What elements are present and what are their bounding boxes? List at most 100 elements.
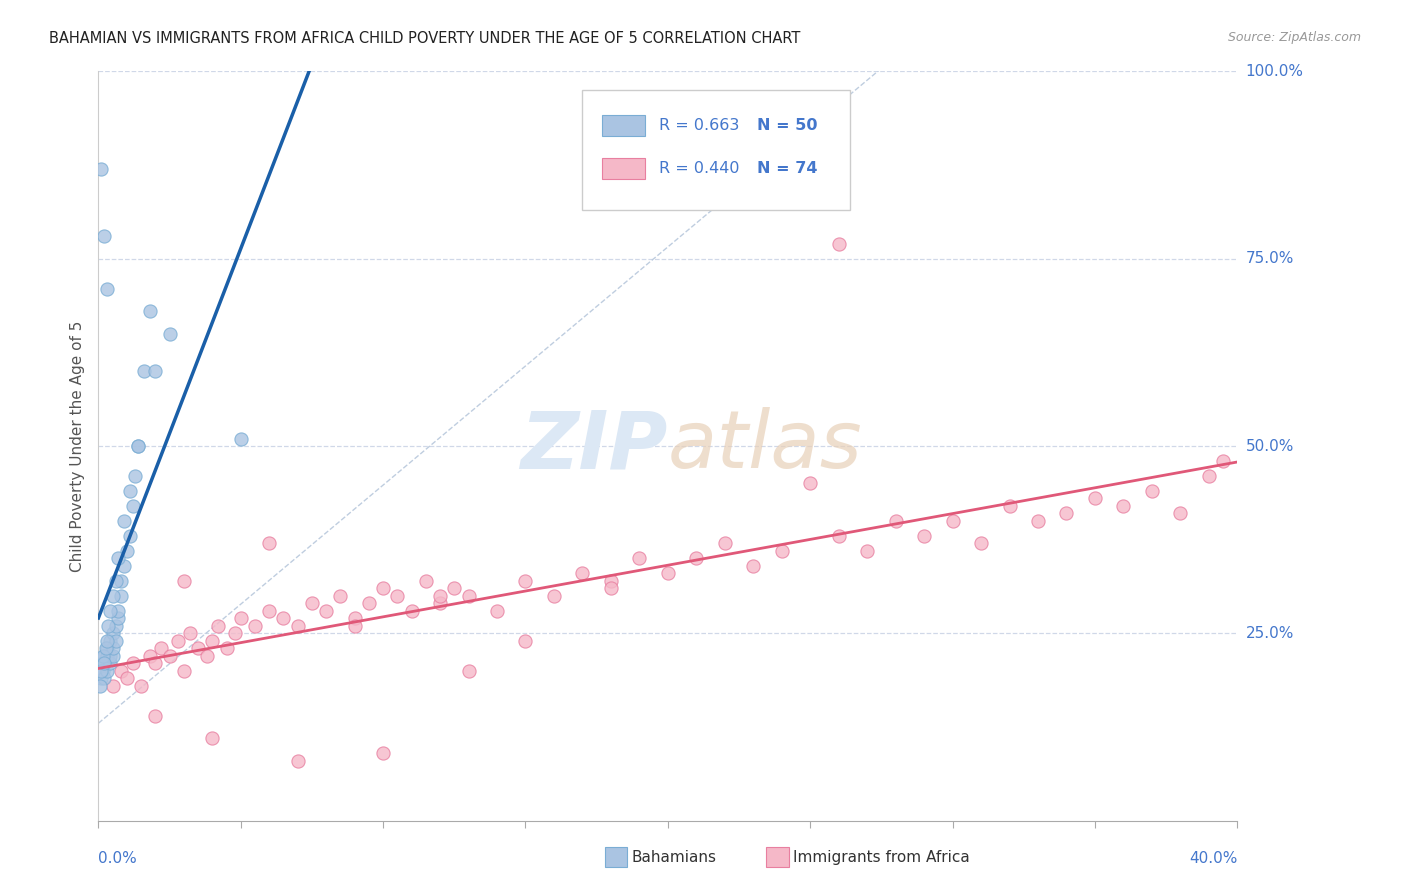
Point [98,657,121,671]
Point [91,664,114,678]
Text: ZIP: ZIP [520,407,668,485]
Point [179,626,201,640]
Point [93,671,115,685]
Point [799,476,821,491]
Point [714,536,737,550]
Point [121,499,143,513]
Point [828,236,851,251]
Point [167,633,190,648]
Point [93,657,115,671]
Point [273,611,295,625]
Point [127,439,149,453]
Text: 25.0%: 25.0% [1246,626,1294,640]
Point [115,671,138,685]
Point [132,364,155,378]
Point [110,589,132,603]
Point [93,229,115,244]
Point [884,514,907,528]
Point [118,529,141,543]
Point [1084,491,1107,506]
Point [357,596,380,610]
Point [343,611,366,625]
Point [145,364,167,378]
Point [90,161,112,176]
Point [118,483,141,498]
Point [98,633,121,648]
Point [259,604,281,618]
Point [112,514,135,528]
Point [457,589,479,603]
Point [159,648,181,663]
Point [90,657,112,671]
Point [90,671,112,685]
Point [457,664,479,678]
Point [259,536,281,550]
Point [96,664,118,678]
Point [1212,454,1234,468]
Point [600,582,623,596]
Point [138,648,160,663]
Point [415,574,437,588]
Point [486,604,509,618]
Text: Source: ZipAtlas.com: Source: ZipAtlas.com [1227,31,1361,45]
Point [912,529,935,543]
Point [287,754,309,768]
Point [443,582,465,596]
Point [998,499,1021,513]
Text: N = 74: N = 74 [756,161,817,177]
Point [1140,483,1163,498]
Point [600,574,623,588]
Point [90,664,112,678]
Point [301,596,323,610]
Text: 100.0%: 100.0% [1246,64,1303,78]
Point [101,679,124,693]
Point [107,551,129,566]
Text: 50.0%: 50.0% [1246,439,1294,453]
Point [515,574,537,588]
Point [91,648,114,663]
Text: Immigrants from Africa: Immigrants from Africa [793,850,970,864]
Point [329,589,352,603]
Point [387,589,409,603]
Point [215,641,238,656]
Point [1198,469,1220,483]
Point [121,657,143,671]
Point [195,648,218,663]
Point [224,626,246,640]
Text: R = 0.663: R = 0.663 [659,118,740,133]
Text: Bahamians: Bahamians [631,850,716,864]
Point [96,633,118,648]
Text: 75.0%: 75.0% [1246,252,1294,266]
Point [96,641,118,656]
Point [373,746,395,760]
Point [429,589,451,603]
Point [343,619,366,633]
Point [1170,507,1192,521]
Point [201,731,224,746]
Point [207,619,229,633]
Point [98,648,121,663]
Bar [602,115,645,136]
Point [159,326,181,341]
Point [115,544,138,558]
Point [429,596,451,610]
Text: R = 0.440: R = 0.440 [659,161,740,177]
Point [315,604,337,618]
Point [571,566,593,581]
Point [515,633,537,648]
Point [101,626,124,640]
Point [373,582,395,596]
Point [110,574,132,588]
Point [104,574,127,588]
Point [856,544,879,558]
Y-axis label: Child Poverty Under the Age of 5: Child Poverty Under the Age of 5 [69,320,84,572]
Point [401,604,423,618]
Point [742,558,765,573]
Point [112,558,135,573]
Point [89,679,111,693]
Point [138,304,160,318]
Point [942,514,965,528]
Point [90,664,112,678]
Point [104,619,127,633]
Text: 0.0%: 0.0% [98,851,138,866]
